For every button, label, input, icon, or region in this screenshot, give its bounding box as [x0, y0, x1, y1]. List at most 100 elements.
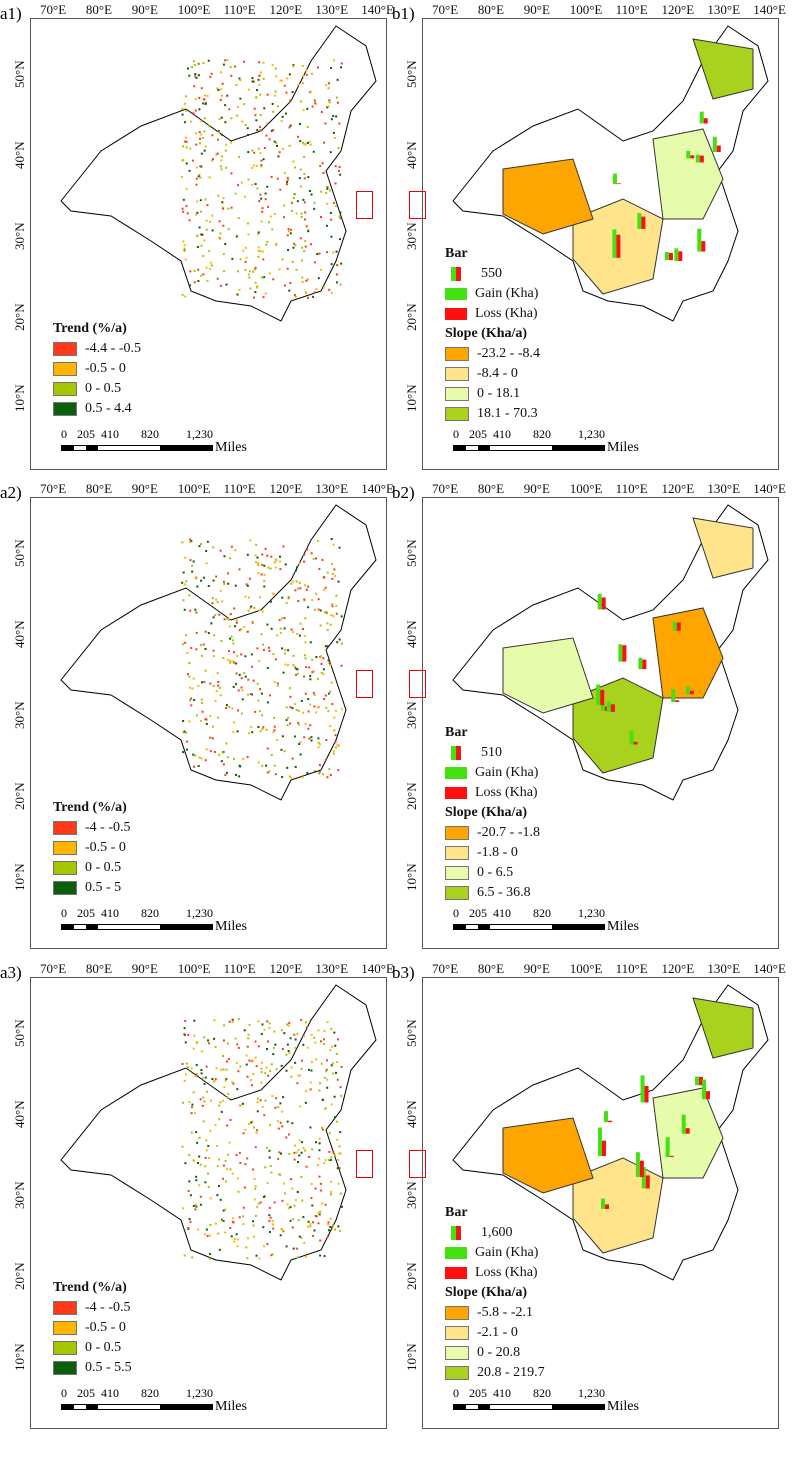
trend-pixel [181, 175, 184, 178]
scale-label: 820 [141, 427, 159, 441]
trend-pixel [235, 84, 238, 87]
trend-pixel [271, 1223, 274, 1226]
lon-tick-label: 100°E [177, 961, 211, 976]
lon-tick-label: 120°E [661, 2, 695, 17]
trend-pixel [202, 254, 205, 257]
map-panel-b3: Bar 1,600 Gain (Kha) Loss (Kha) Slope (Kha/a… [409, 977, 779, 1429]
trend-pixel [294, 1199, 297, 1202]
trend-pixel [204, 103, 207, 106]
trend-pixel [298, 743, 301, 746]
trend-pixel [225, 1078, 228, 1081]
trend-pixel [315, 592, 318, 595]
trend-pixel [197, 268, 200, 271]
inset-marker [356, 670, 373, 698]
trend-pixel [194, 1074, 197, 1077]
lon-tick-label: 70°E [40, 481, 67, 496]
trend-pixel [323, 611, 326, 614]
trend-pixel [336, 1078, 339, 1081]
trend-pixel [332, 251, 335, 254]
trend-pixel [220, 168, 223, 171]
trend-pixel [293, 735, 296, 738]
trend-pixel [212, 685, 215, 688]
trend-pixel [198, 756, 201, 759]
legend-class-row: 18.1 - 70.3 [445, 404, 540, 424]
trend-pixel [247, 693, 250, 696]
trend-pixel [239, 97, 242, 100]
trend-pixel [322, 1043, 325, 1046]
trend-pixel [274, 658, 277, 661]
trend-pixel [196, 234, 199, 237]
lon-tick-label: 100°E [569, 481, 603, 496]
trend-pixel [207, 585, 210, 588]
trend-pixel [333, 716, 336, 719]
loss-legend-row: Loss (Kha) [445, 304, 540, 324]
trend-pixel [262, 158, 265, 161]
panel-label: a2) [0, 483, 22, 502]
lon-tick-label: 90°E [131, 2, 158, 17]
trend-pixel [286, 176, 289, 179]
trend-pixel [275, 559, 278, 562]
trend-pixel [308, 189, 311, 192]
trend-pixel [255, 543, 258, 546]
trend-pixel [312, 670, 315, 673]
trend-pixel [256, 647, 259, 650]
legend-class-label: 0 - 0.5 [85, 1340, 122, 1355]
trend-pixel [195, 1131, 198, 1134]
trend-pixel [237, 1018, 240, 1021]
trend-pixel [296, 200, 299, 203]
loss-swatch [445, 1267, 467, 1279]
scale-label: 0 [61, 427, 67, 441]
trend-pixel [295, 1151, 298, 1154]
trend-pixel [274, 1106, 277, 1109]
trend-pixel [296, 632, 299, 635]
trend-pixel [250, 693, 253, 696]
bar-scale-row: 1,600 [445, 1223, 545, 1243]
trend-pixel [188, 1153, 191, 1156]
trend-pixel [237, 1070, 240, 1073]
trend-pixel [258, 200, 261, 203]
scale-label: 820 [141, 906, 159, 920]
trend-pixel [310, 1061, 313, 1064]
trend-pixel [311, 658, 314, 661]
lon-tick-label: 130°E [315, 961, 349, 976]
trend-pixel [254, 266, 257, 269]
trend-pixel [245, 256, 248, 259]
trend-pixel [195, 1064, 198, 1067]
trend-pixel [240, 712, 243, 715]
trend-pixel [297, 1160, 300, 1163]
trend-pixel [239, 1104, 242, 1107]
trend-pixel [249, 287, 252, 290]
trend-pixel [312, 692, 315, 695]
trend-pixel [192, 60, 195, 63]
trend-pixel [206, 279, 209, 282]
trend-pixel [252, 1224, 255, 1227]
bar-legend-title: Bar [445, 246, 468, 261]
bar-legend-title: Bar [445, 1205, 468, 1220]
trend-pixel [330, 263, 333, 266]
trend-pixel [257, 564, 260, 567]
trend-pixel [333, 568, 336, 571]
trend-pixel [301, 1199, 304, 1202]
lon-tick-label: 70°E [432, 2, 459, 17]
trend-pixel [296, 1082, 299, 1085]
trend-pixel [254, 1185, 257, 1188]
trend-pixel [255, 286, 258, 289]
trend-pixel [294, 295, 297, 298]
trend-pixel [220, 760, 223, 763]
lon-tick-label: 110°E [223, 2, 256, 17]
trend-pixel [238, 568, 241, 571]
loss-bar [642, 659, 647, 670]
trend-pixel [203, 1100, 206, 1103]
trend-pixel [336, 1138, 339, 1141]
trend-pixel [214, 1046, 217, 1049]
trend-pixel [195, 183, 198, 186]
trend-pixel [213, 750, 216, 753]
trend-pixel [298, 1074, 301, 1077]
trend-pixel [254, 291, 257, 294]
trend-pixel [336, 744, 339, 747]
trend-pixel [263, 276, 266, 279]
trend-pixel [254, 1146, 257, 1149]
bar-scale-value: 510 [481, 745, 502, 760]
trend-pixel [302, 198, 305, 201]
trend-pixel [231, 1172, 234, 1175]
